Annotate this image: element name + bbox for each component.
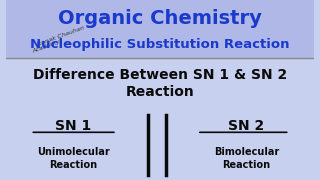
Text: Bimolecular
Reaction: Bimolecular Reaction	[214, 147, 279, 170]
FancyBboxPatch shape	[6, 0, 314, 58]
Text: Ronak Chauhan: Ronak Chauhan	[37, 25, 85, 47]
Text: SN 1: SN 1	[55, 119, 92, 133]
Text: SN 2: SN 2	[228, 119, 265, 133]
Text: Organic Chemistry: Organic Chemistry	[58, 8, 262, 28]
Text: Difference Between SN 1 & SN 2
Reaction: Difference Between SN 1 & SN 2 Reaction	[33, 68, 287, 99]
Text: Nucleophilic Substitution Reaction: Nucleophilic Substitution Reaction	[30, 38, 290, 51]
Text: Unimolecular
Reaction: Unimolecular Reaction	[37, 147, 110, 170]
Text: Academy: Academy	[31, 39, 60, 54]
